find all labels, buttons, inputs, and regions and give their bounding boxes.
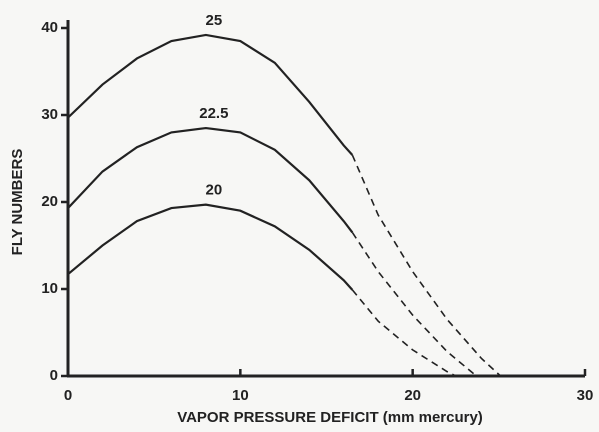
y-tick-label: 30 xyxy=(41,106,58,123)
extrapolated-line xyxy=(351,154,502,377)
series-label: 22.5 xyxy=(199,105,228,122)
line xyxy=(67,33,354,156)
extrapolated-line xyxy=(351,289,457,377)
extrapolated-line xyxy=(351,232,477,377)
x-tick-label: 0 xyxy=(64,387,72,404)
line xyxy=(67,203,354,291)
y-tick-label: 0 xyxy=(50,367,58,384)
line xyxy=(67,126,354,234)
y-tick-label: 20 xyxy=(41,193,58,210)
x-axis-label: VAPOR PRESSURE DEFICIT (mm mercury) xyxy=(177,409,483,426)
x-tick-label: 20 xyxy=(404,387,421,404)
y-tick-label: 10 xyxy=(41,280,58,297)
series-label: 25 xyxy=(206,12,223,29)
y-axis-label: FLY NUMBERS xyxy=(9,149,26,256)
x-tick-label: 30 xyxy=(577,387,594,404)
x-tick-label: 10 xyxy=(232,387,249,404)
y-tick-label: 40 xyxy=(41,19,58,36)
series-label: 20 xyxy=(206,182,223,199)
